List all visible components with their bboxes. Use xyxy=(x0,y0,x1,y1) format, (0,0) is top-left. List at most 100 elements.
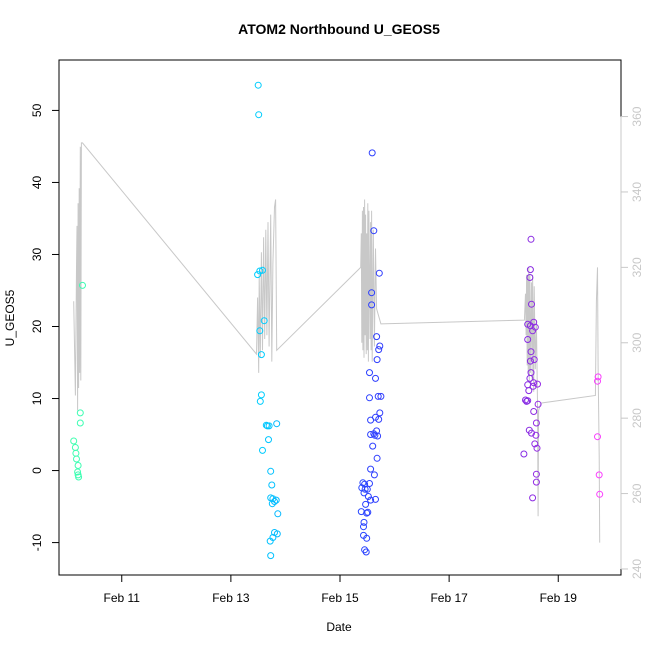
data-point xyxy=(594,377,601,385)
data-point xyxy=(377,392,385,400)
data-point xyxy=(268,481,276,489)
data-point xyxy=(528,429,535,437)
data-point xyxy=(527,235,535,243)
y2-tick-label: 340 xyxy=(630,182,644,202)
data-point xyxy=(274,510,282,518)
data-point xyxy=(257,351,265,359)
x-tick-label: Feb 13 xyxy=(212,591,250,605)
data-point xyxy=(376,409,384,417)
data-point xyxy=(259,266,266,274)
data-point xyxy=(526,374,534,382)
data-point xyxy=(257,391,265,399)
data-point xyxy=(534,400,542,408)
data-point xyxy=(370,471,378,479)
data-point xyxy=(534,380,541,388)
data-point xyxy=(367,431,375,438)
data-point xyxy=(254,271,262,279)
data-point xyxy=(530,379,538,387)
data-point xyxy=(524,336,532,343)
data-point xyxy=(532,431,540,439)
data-point xyxy=(374,392,382,400)
x-tick-label: Feb 11 xyxy=(104,591,141,605)
data-point xyxy=(375,346,383,354)
data-point xyxy=(267,467,275,475)
y2-tick-label: 260 xyxy=(630,483,644,503)
y2-tick-label: 300 xyxy=(630,332,644,352)
y-tick-label: 40 xyxy=(30,175,44,189)
data-point xyxy=(526,357,534,365)
data-point xyxy=(73,455,80,463)
data-point xyxy=(362,500,370,508)
data-point xyxy=(371,431,379,439)
data-point xyxy=(361,546,369,554)
data-point xyxy=(364,493,372,500)
data-point xyxy=(262,421,270,429)
y-tick-label: 0 xyxy=(30,467,44,474)
data-point xyxy=(256,397,264,405)
data-point xyxy=(366,480,373,487)
x-axis-label: Date xyxy=(326,620,352,634)
data-point xyxy=(533,444,541,452)
data-point xyxy=(532,470,540,478)
data-point xyxy=(376,342,384,350)
data-point xyxy=(360,523,367,531)
data-point xyxy=(273,530,281,538)
data-point xyxy=(523,397,531,405)
data-point xyxy=(373,356,381,364)
data-point xyxy=(360,489,368,497)
data-point xyxy=(363,534,371,542)
data-point xyxy=(373,454,381,462)
data-point xyxy=(265,422,273,430)
y-tick-label: 20 xyxy=(30,320,44,334)
data-point xyxy=(524,397,532,405)
data-point xyxy=(529,494,537,502)
data-point xyxy=(530,356,538,364)
data-point xyxy=(259,446,266,454)
data-point xyxy=(525,387,533,395)
plot-area xyxy=(70,81,604,560)
data-point xyxy=(368,289,376,297)
data-point xyxy=(526,266,534,274)
data-point xyxy=(76,409,84,417)
data-point xyxy=(526,274,534,281)
data-point xyxy=(268,500,276,508)
data-point xyxy=(369,442,377,450)
y-tick-label: 30 xyxy=(30,247,44,261)
data-point xyxy=(367,465,375,473)
data-point xyxy=(362,548,370,556)
data-point xyxy=(364,508,372,516)
data-point xyxy=(267,552,275,560)
y-tick-label: 10 xyxy=(30,392,44,406)
data-point xyxy=(367,416,375,424)
data-point xyxy=(79,281,86,289)
data-point xyxy=(255,111,263,119)
data-point xyxy=(363,509,371,517)
data-point xyxy=(70,437,78,445)
y-tick-label: 50 xyxy=(30,103,44,117)
data-point xyxy=(359,479,367,487)
data-point xyxy=(366,369,373,377)
y-axis: -10 0 10 20 30 40 50 xyxy=(30,103,60,552)
y-tick-label: -10 xyxy=(30,534,44,552)
data-point xyxy=(271,498,278,505)
x-axis: Feb 11 Feb 13 Feb 15 Feb 17 Feb 19 xyxy=(104,574,577,605)
data-point xyxy=(72,449,80,457)
data-point xyxy=(74,462,82,469)
data-point xyxy=(266,537,274,545)
data-point xyxy=(374,432,382,440)
data-point xyxy=(530,408,538,415)
x-tick-label: Feb 15 xyxy=(321,591,359,605)
data-point xyxy=(531,323,539,331)
data-point xyxy=(75,473,83,481)
y2-axis: 240 260 280 300 320 340 360 xyxy=(620,106,644,579)
y2-tick-label: 280 xyxy=(630,408,644,428)
data-point xyxy=(594,373,602,381)
data-point xyxy=(529,382,537,390)
data-point xyxy=(360,518,368,526)
data-point xyxy=(71,444,79,451)
series-line xyxy=(73,142,601,543)
data-point xyxy=(366,394,373,402)
data-point xyxy=(375,269,383,277)
data-point xyxy=(256,327,264,335)
